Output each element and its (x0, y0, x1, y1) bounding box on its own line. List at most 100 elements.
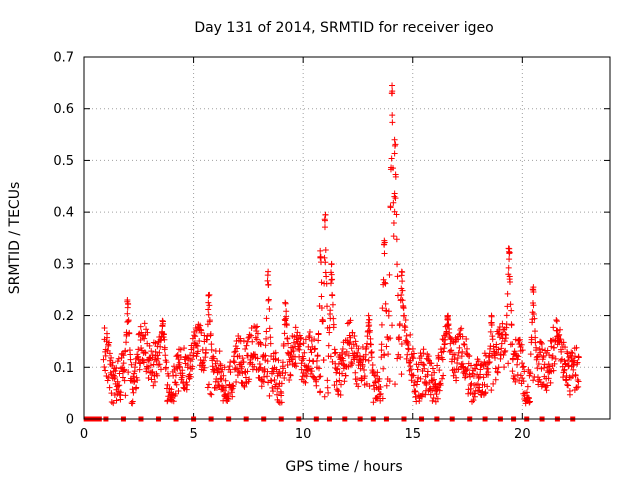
data-point (268, 377, 275, 384)
data-point (154, 372, 161, 379)
data-point (541, 364, 548, 371)
data-point (400, 305, 407, 312)
data-point (516, 336, 523, 343)
plot-frame (83, 56, 611, 420)
data-point (429, 397, 436, 404)
data-point (161, 336, 168, 343)
data-point (108, 399, 115, 406)
data-point (161, 346, 168, 353)
data-point (390, 199, 397, 206)
data-point (217, 362, 224, 369)
data-point (351, 350, 358, 357)
data-point (322, 211, 329, 218)
data-point (463, 367, 470, 374)
data-point (513, 352, 520, 359)
data-point (534, 365, 541, 372)
data-point (366, 327, 373, 334)
data-point (135, 356, 142, 363)
data-point (390, 233, 397, 240)
data-point (412, 388, 419, 395)
data-point (325, 389, 332, 396)
data-point (309, 373, 316, 380)
data-point (405, 346, 412, 353)
data-point (545, 375, 552, 382)
data-point (313, 382, 320, 389)
data-point (538, 340, 545, 347)
data-point (161, 331, 168, 338)
data-point (312, 345, 319, 352)
data-point (330, 315, 337, 322)
data-point (126, 330, 133, 337)
data-point (290, 339, 297, 346)
data-point (399, 297, 406, 304)
data-point (485, 354, 492, 361)
data-point (377, 383, 384, 390)
data-point (515, 353, 522, 360)
data-point (424, 368, 431, 375)
data-point (281, 330, 288, 337)
data-point (368, 350, 375, 357)
data-point (485, 360, 492, 367)
data-point (302, 379, 309, 386)
data-point (407, 363, 414, 370)
data-point (231, 349, 238, 356)
data-point (565, 357, 572, 364)
data-point (565, 362, 572, 369)
data-point (433, 391, 440, 398)
data-point (280, 365, 287, 372)
data-point (368, 349, 375, 356)
chart-title: Day 131 of 2014, SRMTID for receiver ige… (194, 20, 493, 36)
data-point (455, 349, 462, 356)
data-point (129, 386, 136, 393)
data-point (461, 341, 468, 348)
data-point (112, 374, 119, 381)
data-point (379, 305, 386, 312)
data-point (445, 321, 452, 328)
data-point (489, 336, 496, 343)
data-point (417, 375, 424, 382)
data-point (276, 368, 283, 375)
data-point (329, 276, 336, 283)
data-point (238, 363, 245, 370)
data-point (184, 361, 191, 368)
data-point (410, 382, 417, 389)
data-point (159, 318, 166, 325)
data-point (106, 339, 113, 346)
data-point (408, 377, 415, 384)
data-point (100, 356, 107, 363)
data-point (263, 335, 270, 342)
data-point (388, 90, 395, 97)
data-point (444, 313, 451, 320)
data-point (476, 384, 483, 391)
data-point (365, 323, 372, 330)
data-point (398, 341, 405, 348)
data-point (208, 346, 215, 353)
data-point (526, 398, 533, 405)
data-point (463, 350, 470, 357)
data-point (155, 355, 162, 362)
data-point (241, 383, 248, 390)
x-tick-label: 15 (404, 427, 421, 442)
data-point (439, 336, 446, 343)
data-point (351, 333, 358, 340)
data-point (137, 336, 144, 343)
data-point (324, 384, 331, 391)
data-point (402, 324, 409, 331)
data-point (173, 381, 180, 388)
data-point (317, 373, 324, 380)
data-point (563, 376, 570, 383)
data-point (271, 377, 278, 384)
data-point (456, 344, 463, 351)
data-point (206, 302, 213, 309)
data-point (536, 376, 543, 383)
data-point (408, 366, 415, 373)
data-point (387, 204, 394, 211)
data-point (119, 374, 126, 381)
data-point (294, 329, 301, 336)
data-point (389, 322, 396, 329)
data-point (124, 298, 131, 305)
data-point (135, 346, 142, 353)
x-tick-label: 0 (80, 427, 88, 442)
data-point (550, 367, 557, 374)
data-point (327, 353, 334, 360)
